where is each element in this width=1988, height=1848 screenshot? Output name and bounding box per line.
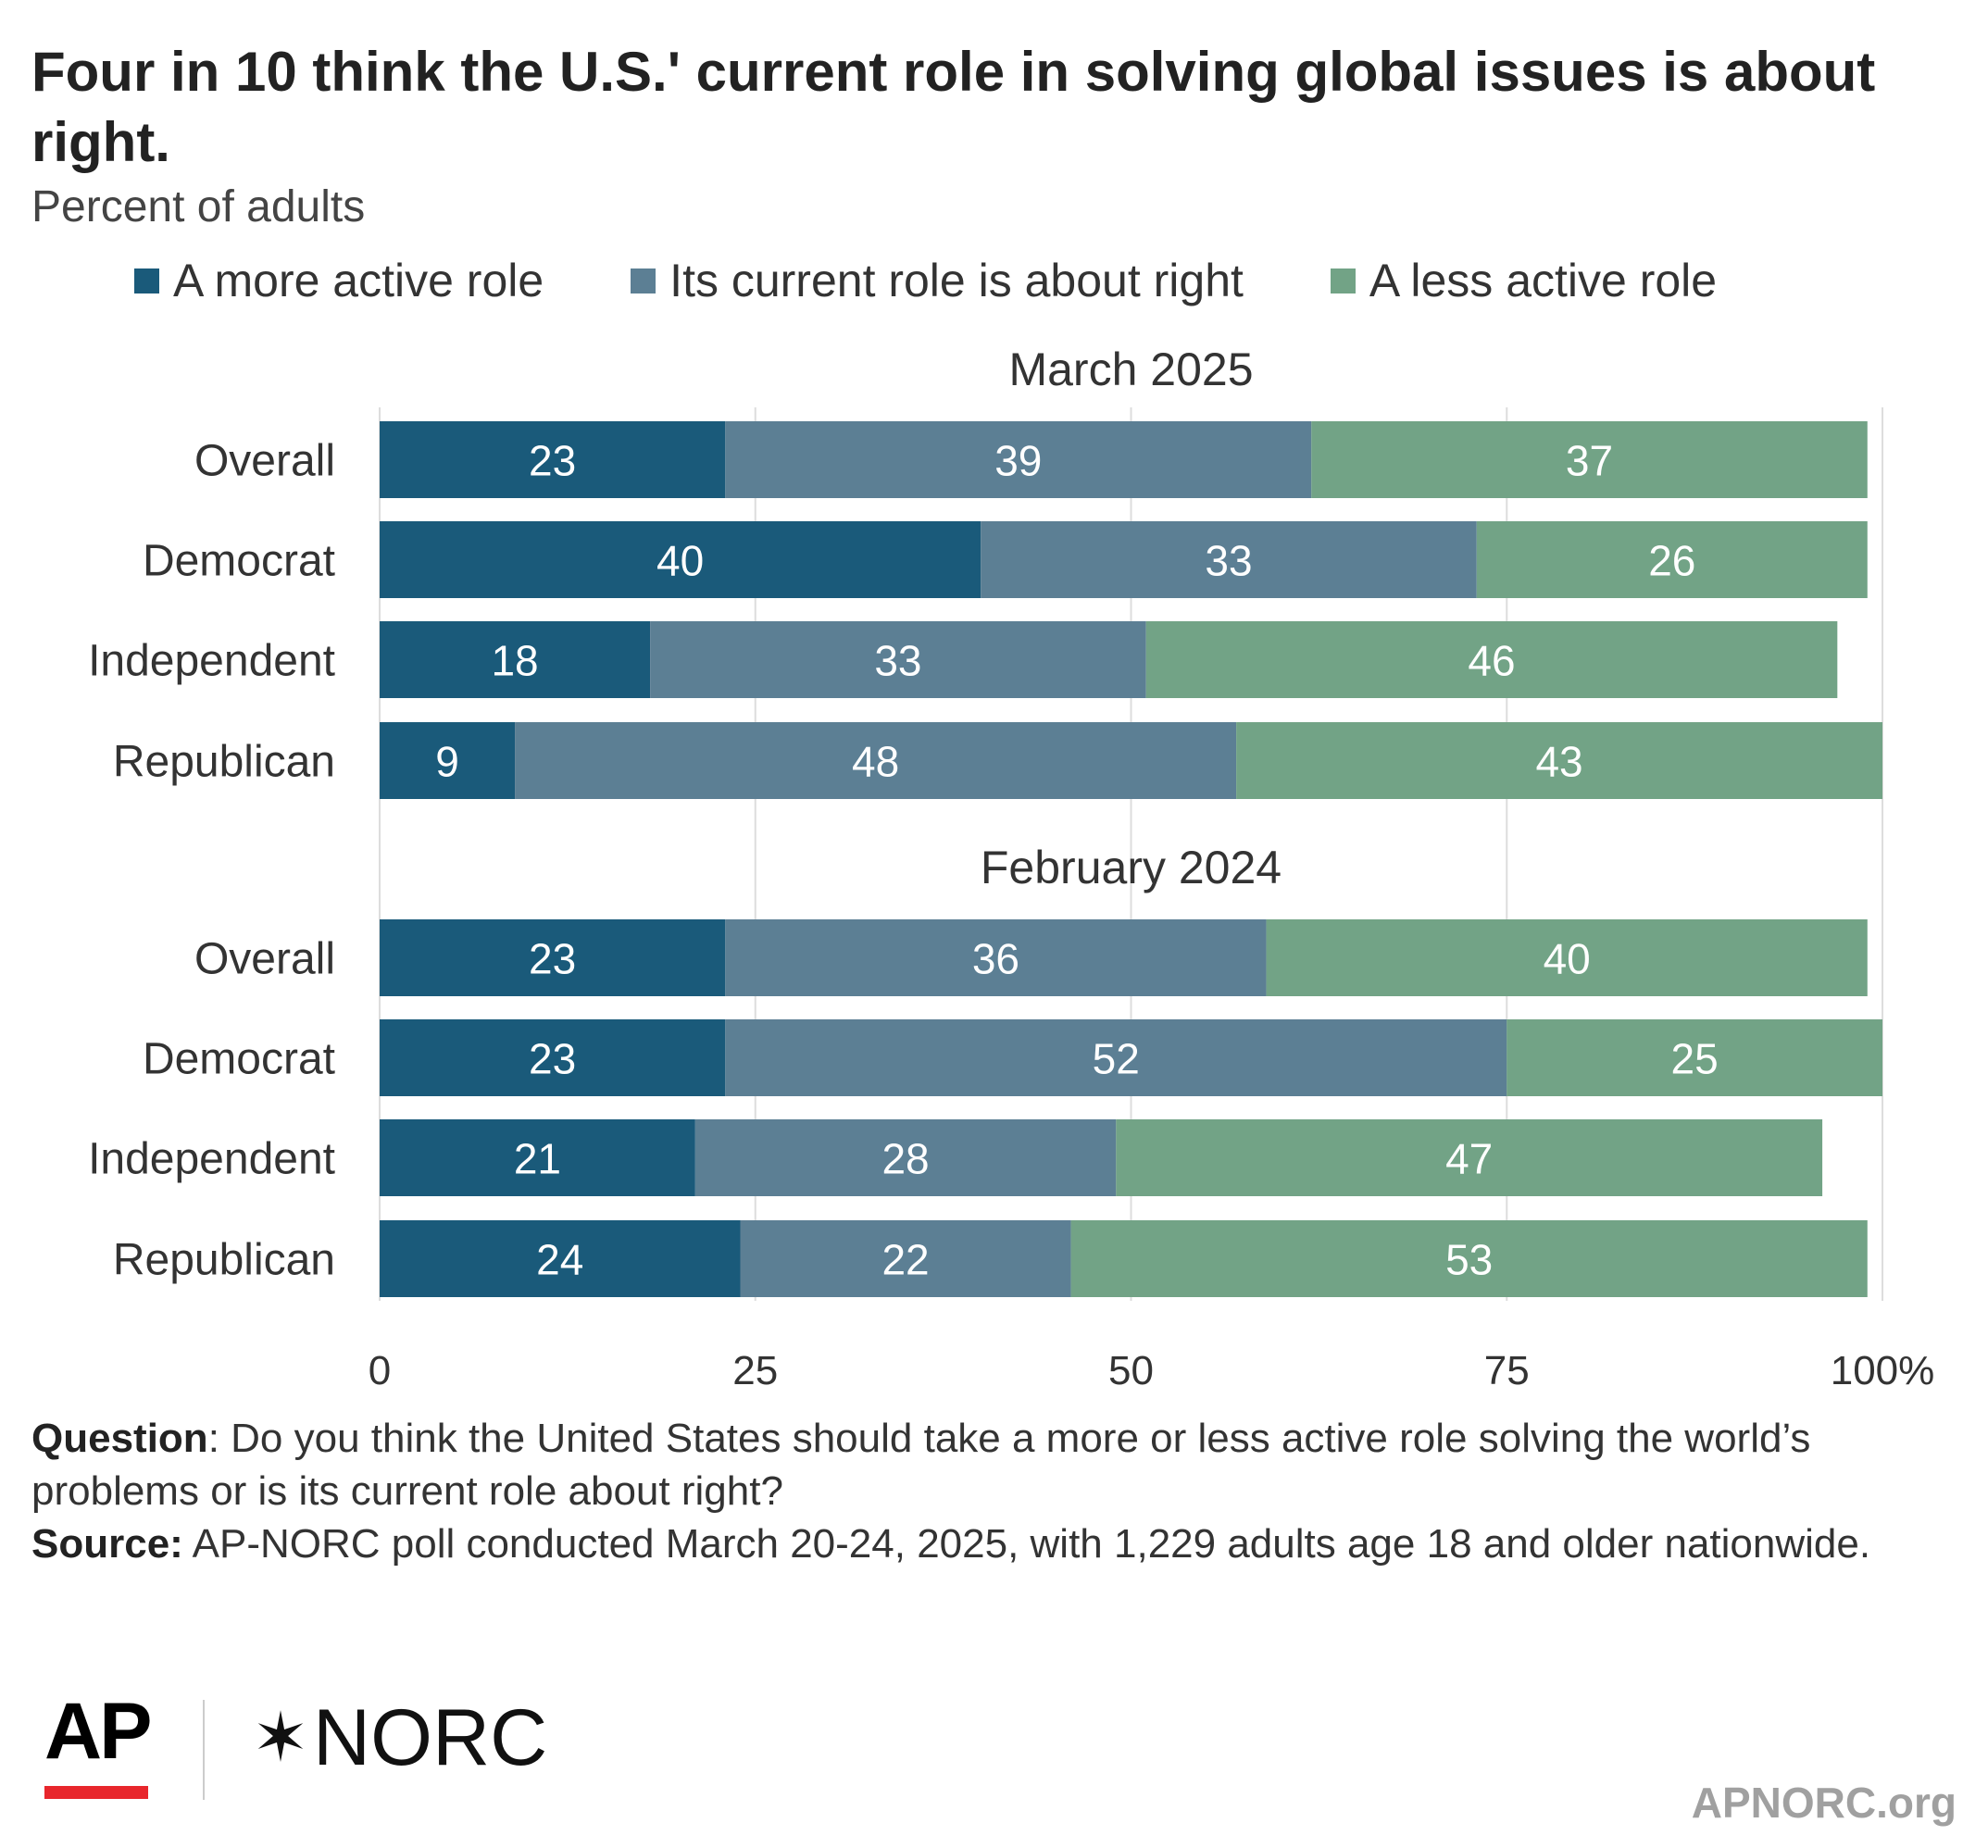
bar-more-active-democrat [380, 521, 981, 598]
x-tick-label-100: 100% [1831, 1348, 1935, 1389]
legend-swatch-about-right [631, 268, 656, 293]
question-note: Question: Do you think the United States… [31, 1412, 1967, 1517]
bar-about-right-overall [725, 421, 1312, 498]
site-link[interactable]: APNORC.org [1691, 1779, 1957, 1827]
legend-swatch-more-active [134, 268, 159, 293]
source-label: Source: [31, 1521, 183, 1567]
data-label-less-active-democrat: 26 [1648, 537, 1695, 585]
ap-logo: AP [44, 1687, 152, 1776]
data-label-more-active-democrat: 23 [529, 1035, 576, 1083]
chart-subtitle: Percent of adults [31, 182, 366, 231]
category-label-overall: Overall [194, 437, 335, 486]
panel-title-1: March 2025 [1008, 343, 1253, 395]
data-label-about-right-independent: 28 [881, 1135, 929, 1183]
bar-more-active-independent [380, 621, 651, 698]
norc-star-icon: ✶ [252, 1699, 310, 1776]
legend-item-less-active: A less active role [1330, 254, 1718, 307]
bar-about-right-independent [650, 621, 1146, 698]
question-text: : Do you think the United States should … [31, 1416, 1811, 1514]
bar-more-active-overall [380, 421, 726, 498]
bar-more-active-republican [380, 1220, 741, 1297]
bar-more-active-overall [380, 919, 726, 996]
chart-legend: A more active role Its current role is a… [134, 252, 1717, 309]
source-text: AP-NORC poll conducted March 20-24, 2025… [182, 1521, 1871, 1567]
chart-notes: Question: Do you think the United States… [31, 1412, 1967, 1570]
logo-divider [203, 1700, 205, 1800]
panel-title-2: February 2024 [981, 842, 1282, 893]
x-tick-label-25: 25 [732, 1348, 778, 1389]
bar-less-active-independent [1145, 621, 1838, 698]
data-label-less-active-overall: 40 [1544, 935, 1591, 983]
category-label-republican: Republican [113, 1236, 335, 1285]
data-label-less-active-republican: 53 [1445, 1236, 1493, 1284]
ap-logo-underline [44, 1786, 148, 1799]
norc-logo: ✶ NORC [252, 1696, 547, 1779]
stacked-bar-chart: 0 25 50 75 100% March 2025 Overall 23 39 37 Democr… [88, 343, 1935, 1389]
category-label-republican: Republican [113, 738, 335, 787]
data-label-about-right-democrat: 52 [1093, 1035, 1140, 1083]
bar-about-right-republican [740, 1220, 1071, 1297]
bar-about-right-democrat [981, 521, 1477, 598]
category-label-independent: Independent [88, 637, 335, 686]
source-note: Source: AP-NORC poll conducted March 20-… [31, 1517, 1967, 1570]
data-label-less-active-independent: 47 [1445, 1135, 1493, 1183]
bar-more-active-independent [380, 1119, 695, 1196]
data-label-more-active-democrat: 40 [656, 537, 704, 585]
data-label-more-active-republican: 9 [435, 738, 459, 786]
category-label-democrat: Democrat [143, 1035, 335, 1084]
data-label-about-right-independent: 33 [874, 637, 921, 685]
x-tick-label-50: 50 [1108, 1348, 1154, 1389]
data-label-more-active-independent: 21 [514, 1135, 561, 1183]
data-label-about-right-overall: 39 [994, 437, 1042, 485]
bar-about-right-republican [515, 722, 1237, 799]
legend-label-about-right: Its current role is about right [669, 255, 1244, 306]
data-label-more-active-overall: 23 [529, 935, 576, 983]
chart-title: Four in 10 think the U.S.' current role … [31, 41, 1876, 173]
bar-more-active-democrat [380, 1019, 726, 1096]
x-tick-label-75: 75 [1484, 1348, 1530, 1389]
bar-about-right-democrat [725, 1019, 1507, 1096]
bar-less-active-republican [1070, 1220, 1868, 1297]
data-label-less-active-independent: 46 [1468, 637, 1515, 685]
bar-more-active-republican [380, 722, 516, 799]
legend-item-more-active: A more active role [134, 254, 544, 307]
bar-less-active-independent [1116, 1119, 1823, 1196]
bar-less-active-democrat [1476, 521, 1868, 598]
bar-less-active-republican [1236, 722, 1882, 799]
legend-label-more-active: A more active role [173, 255, 544, 306]
bar-less-active-overall [1266, 919, 1868, 996]
bar-less-active-democrat [1507, 1019, 1882, 1096]
category-label-independent: Independent [88, 1135, 335, 1184]
data-label-more-active-republican: 24 [536, 1236, 583, 1284]
bar-about-right-overall [725, 919, 1267, 996]
bar-about-right-independent [694, 1119, 1117, 1196]
x-tick-label-0: 0 [369, 1348, 391, 1389]
data-label-about-right-republican: 22 [881, 1236, 929, 1284]
data-label-less-active-democrat: 25 [1671, 1035, 1719, 1083]
data-label-about-right-overall: 36 [972, 935, 1019, 983]
category-label-overall: Overall [194, 935, 335, 984]
bar-less-active-overall [1311, 421, 1868, 498]
category-label-democrat: Democrat [143, 537, 335, 586]
legend-label-less-active: A less active role [1369, 255, 1718, 306]
legend-item-about-right: Its current role is about right [631, 254, 1244, 307]
data-label-about-right-democrat: 33 [1205, 537, 1252, 585]
data-label-less-active-republican: 43 [1535, 738, 1582, 786]
legend-swatch-less-active [1330, 268, 1356, 293]
data-label-less-active-overall: 37 [1566, 437, 1613, 485]
norc-logo-text: NORC [313, 1693, 548, 1782]
data-label-more-active-independent: 18 [491, 637, 538, 685]
data-label-about-right-republican: 48 [852, 738, 899, 786]
data-label-more-active-overall: 23 [529, 437, 576, 485]
question-label: Question [31, 1416, 208, 1461]
